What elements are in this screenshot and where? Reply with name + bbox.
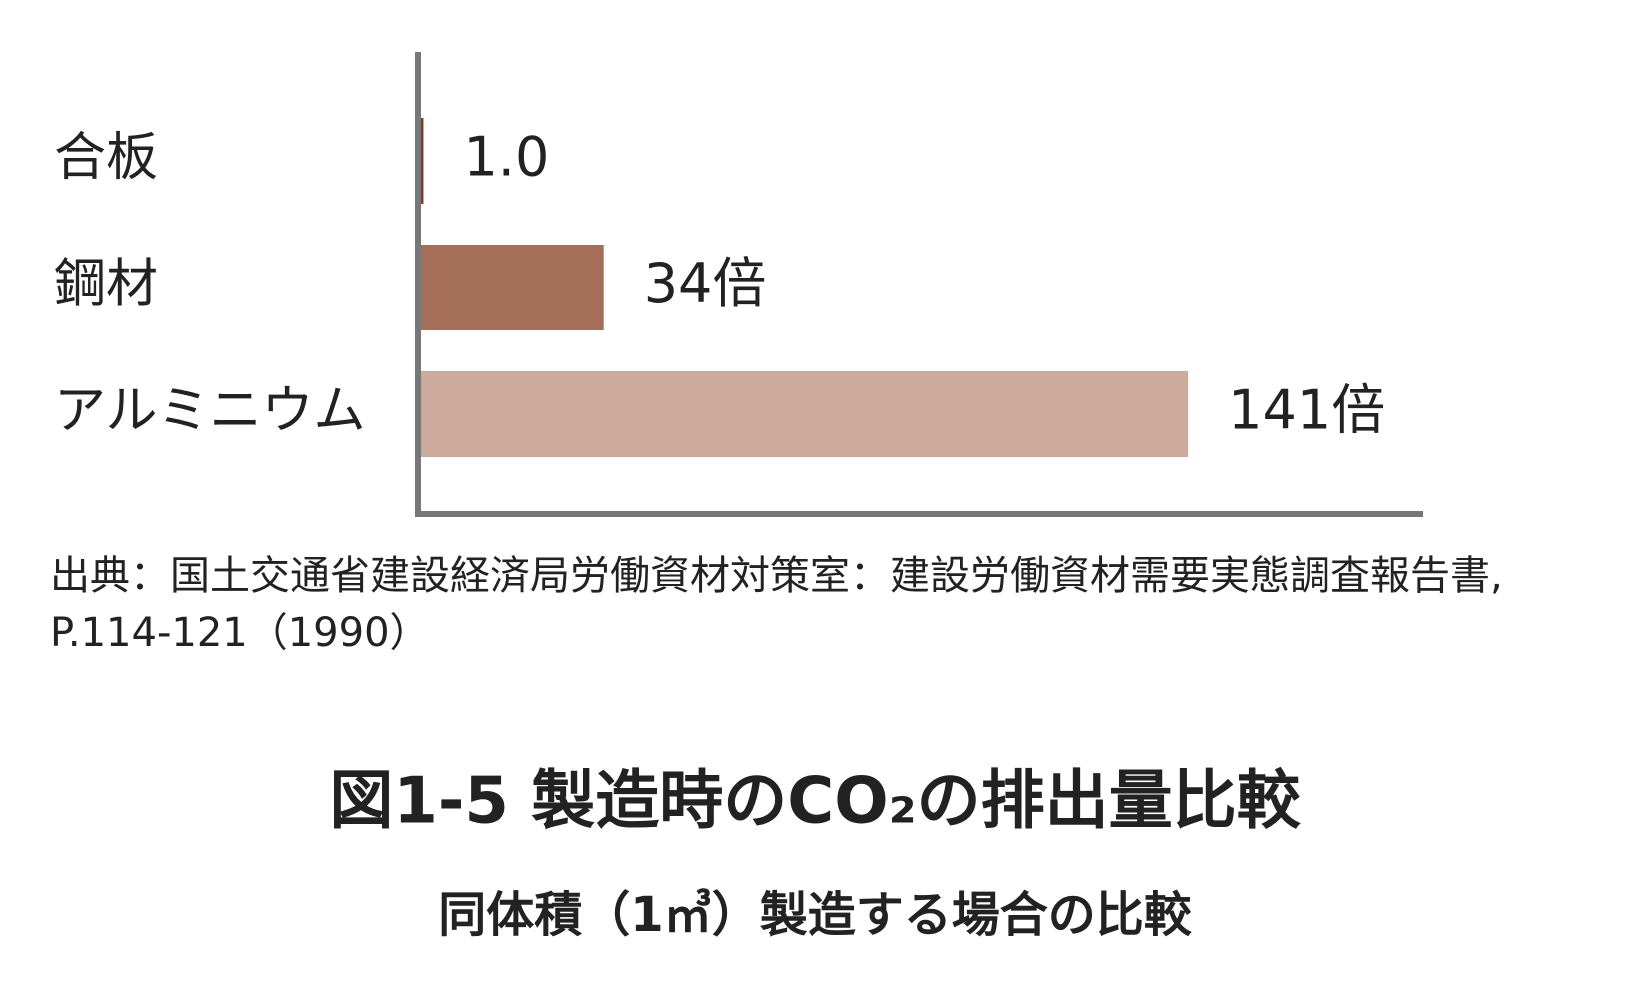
category-label: 鋼材 <box>54 255 158 315</box>
source-note: 出典：国土交通省建設経済局労働資材対策室：建設労働資材需要実態調査報告書, P.… <box>50 553 1503 656</box>
bar <box>418 371 1189 457</box>
bar <box>418 245 604 330</box>
category-label: 合板 <box>54 128 158 188</box>
value-label: 1.0 <box>463 126 549 189</box>
category-label: アルミニウム <box>54 381 365 441</box>
value-label: 34倍 <box>644 252 767 315</box>
chart-title: 図1-5 製造時のCO₂の排出量比較 <box>329 765 1301 839</box>
chart-subtitle: 同体積（1㎥）製造する場合の比較 <box>438 887 1192 943</box>
value-label: 141倍 <box>1228 379 1385 442</box>
